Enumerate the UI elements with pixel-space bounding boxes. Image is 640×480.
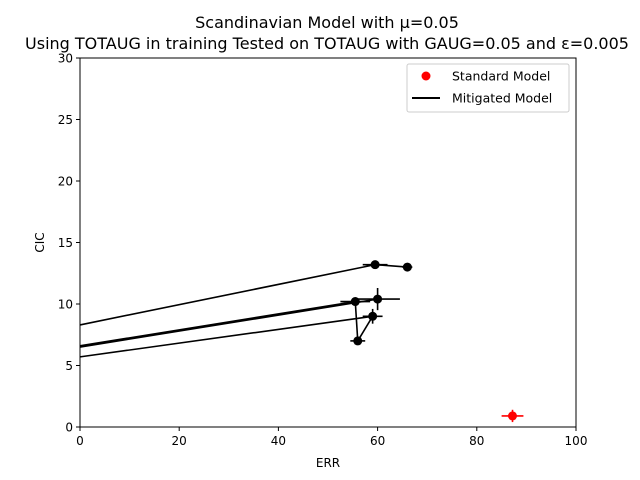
y-tick-label-30: 30 [58, 52, 73, 66]
x-tick-label-60: 60 [370, 434, 385, 448]
standard-point-0 [508, 411, 518, 421]
mitigated-point-2 [350, 297, 360, 307]
legend: Standard Model Mitigated Model [406, 63, 570, 113]
mitigated-point-5 [353, 336, 363, 346]
chart-title: Scandinavian Model with μ=0.05 [195, 13, 459, 32]
legend-mitigated-label: Mitigated Model [452, 91, 552, 106]
mitigated-line-2 [79, 298, 378, 348]
x-tick-label-20: 20 [172, 434, 187, 448]
x-tick-label-80: 80 [469, 434, 484, 448]
legend-box [406, 63, 570, 113]
y-tick-label-0: 0 [65, 421, 73, 435]
y-tick-label-10: 10 [58, 298, 73, 312]
y-tick-label-25: 25 [58, 113, 73, 127]
y-tick-label-20: 20 [58, 175, 73, 189]
chart-subtitle: Using TOTAUG in training Tested on TOTAU… [25, 34, 629, 53]
mitigated-point-0 [370, 260, 380, 270]
x-tick-label-100: 100 [565, 434, 588, 448]
x-axis-ticks: 0 20 40 60 80 100 [76, 427, 587, 448]
mitigated-point-1 [402, 262, 412, 272]
y-axis-ticks: 0 5 10 15 20 25 30 [58, 52, 80, 435]
data-points [350, 260, 518, 421]
legend-standard-marker [421, 71, 431, 81]
y-tick-label-5: 5 [65, 359, 73, 373]
mitigated-point-4 [368, 311, 378, 321]
x-axis-label: ERR [316, 456, 340, 470]
legend-standard-label: Standard Model [452, 69, 550, 84]
y-tick-label-15: 15 [58, 236, 73, 250]
mitigated-point-3 [373, 294, 383, 304]
x-tick-label-0: 0 [76, 434, 84, 448]
x-tick-label-40: 40 [271, 434, 286, 448]
y-axis-label: CIC [33, 232, 47, 252]
plot-area [80, 58, 576, 427]
